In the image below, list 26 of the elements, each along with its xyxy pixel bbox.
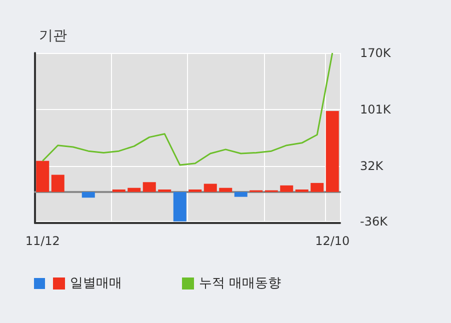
line-series	[42, 52, 334, 166]
bar	[128, 188, 141, 192]
chart-title: 기관	[39, 28, 67, 44]
bar	[173, 192, 186, 222]
bar	[219, 188, 232, 192]
bar	[51, 174, 64, 192]
bar	[280, 185, 294, 192]
y-tick-label: 32K	[360, 158, 384, 173]
bar	[158, 189, 172, 192]
bar	[310, 182, 324, 192]
x-tick-label: 12/10	[315, 234, 350, 248]
bar	[36, 160, 50, 192]
legend-label: 누적 매매동향	[199, 276, 282, 291]
bar	[326, 111, 339, 192]
bar	[142, 182, 156, 192]
y-tick-label: 170K	[360, 46, 392, 60]
y-tick-label: 101K	[360, 102, 392, 116]
bar	[112, 189, 126, 192]
bar	[204, 184, 217, 192]
y-tick-label: -36K	[360, 214, 389, 228]
bar	[82, 192, 95, 198]
bar	[234, 192, 248, 197]
x-tick-label: 11/12	[25, 234, 60, 248]
bar	[188, 189, 202, 192]
bar	[295, 189, 308, 192]
legend-label: 일별매매	[70, 276, 122, 291]
